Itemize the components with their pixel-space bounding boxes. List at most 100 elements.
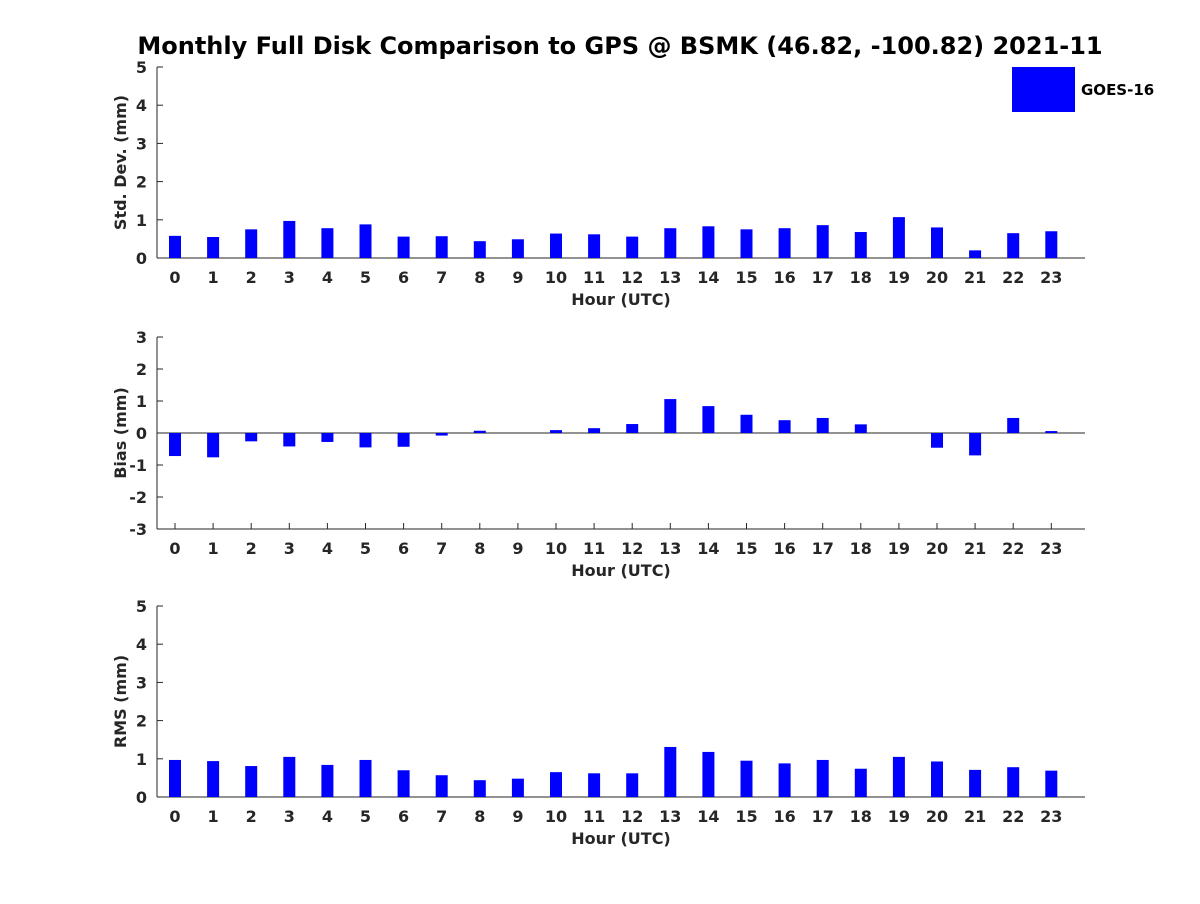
std-dev-x-tick-label: 8 [474,268,485,287]
bias-bar [435,433,448,436]
std-dev-bar [321,228,334,258]
rms-y-tick-label: 3 [136,673,147,692]
std-dev-y-tick-label: 5 [136,58,147,77]
rms-x-tick-label: 8 [474,807,485,826]
bias-bar [359,433,372,448]
std-dev-x-tick-label: 15 [735,268,757,287]
bias-bar [664,399,677,433]
std-dev-bar [511,239,524,258]
legend: GOES-16 [1012,67,1154,112]
bias-x-tick-label: 7 [436,539,447,558]
legend-swatch [1012,67,1075,112]
rms-x-tick-label: 19 [888,807,910,826]
rms-bar [511,778,524,797]
bias-bar [588,428,601,433]
bias-x-tick-label: 15 [735,539,757,558]
rms-x-tick-label: 23 [1040,807,1062,826]
bias-x-tick-label: 14 [697,539,719,558]
rms-x-tick-label: 15 [735,807,757,826]
rms-bar [245,766,258,797]
std-dev-x-tick-label: 6 [398,268,409,287]
std-dev-x-tick-label: 5 [360,268,371,287]
bias-x-tick-label: 19 [888,539,910,558]
std-dev-x-tick-label: 21 [964,268,986,287]
std-dev-y-tick-label: 1 [136,211,147,230]
std-dev-x-tick-label: 10 [545,268,567,287]
bias-x-tick-label: 22 [1002,539,1024,558]
std-dev-bar [778,228,791,258]
bias-y-tick-label: -3 [129,520,147,539]
rms-y-tick-label: 2 [136,712,147,731]
std-dev-x-tick-label: 0 [169,268,180,287]
bias-x-tick-label: 4 [322,539,333,558]
bias-bar [816,417,829,433]
rms-y-tick-label: 5 [136,597,147,616]
bias-bar [473,430,486,433]
bias-y-tick-label: -1 [129,456,147,475]
bias-y-tick-label: -2 [129,488,147,507]
bias-x-axis-label: Hour (UTC) [571,561,671,580]
bias-bar [321,433,334,442]
std-dev-bar [740,229,753,258]
std-dev-x-tick-label: 9 [512,268,523,287]
rms-x-tick-label: 17 [812,807,834,826]
bias-x-tick-label: 9 [512,539,523,558]
rms-bar [321,764,334,797]
std-dev-x-tick-label: 16 [773,268,795,287]
bias-bar [1007,417,1020,433]
bias-bar [207,433,220,458]
rms-y-tick-label: 4 [136,635,147,654]
bias-x-tick-label: 6 [398,539,409,558]
std-dev-bar [359,224,372,258]
bias-bar [550,430,562,433]
bias-x-tick-label: 18 [850,539,872,558]
rms-x-tick-label: 21 [964,807,986,826]
rms-bar [359,759,372,797]
bias-bar [626,424,639,433]
bias-bar [397,433,410,447]
rms-bar [816,759,829,797]
rms-x-tick-label: 12 [621,807,643,826]
rms-y-axis-label: RMS (mm) [111,655,130,748]
std-dev-x-tick-label: 18 [850,268,872,287]
bias-x-tick-label: 1 [208,539,219,558]
bias-x-tick-label: 16 [773,539,795,558]
rms-x-tick-label: 18 [850,807,872,826]
bias-x-tick-label: 17 [812,539,834,558]
rms-x-tick-label: 11 [583,807,605,826]
rms-x-tick-label: 22 [1002,807,1024,826]
bias-bar [169,433,181,457]
chart-title: Monthly Full Disk Comparison to GPS @ BS… [137,32,1102,60]
std-dev-bar [283,220,296,258]
std-dev-x-tick-label: 3 [284,268,295,287]
bias-x-tick-label: 5 [360,539,371,558]
bias-bar [245,433,258,442]
rms-bar [169,759,181,797]
std-dev-bar [435,236,448,258]
std-dev-y-tick-label: 0 [136,249,147,268]
bias-bar [283,433,296,447]
legend-label: GOES-16 [1081,81,1154,99]
rms-bar [435,775,448,797]
std-dev-x-tick-label: 12 [621,268,643,287]
std-dev-y-axis-label: Std. Dev. (mm) [111,95,130,230]
std-dev-y-tick-label: 4 [136,96,147,115]
bias-x-tick-label: 11 [583,539,605,558]
rms-bar [397,770,410,797]
rms-x-tick-label: 1 [208,807,219,826]
bias-bar [740,414,753,433]
std-dev-bar [931,227,943,258]
bias-y-tick-label: 0 [136,424,147,443]
rms-y-tick-label: 0 [136,788,147,807]
rms-bar [588,773,601,797]
rms-x-tick-label: 6 [398,807,409,826]
rms-x-tick-label: 16 [773,807,795,826]
rms-bar [854,768,867,797]
rms-x-tick-label: 10 [545,807,567,826]
bias-x-tick-label: 20 [926,539,948,558]
rms-bar [283,756,296,797]
std-dev-x-tick-label: 23 [1040,268,1062,287]
bias-bar [778,420,791,433]
